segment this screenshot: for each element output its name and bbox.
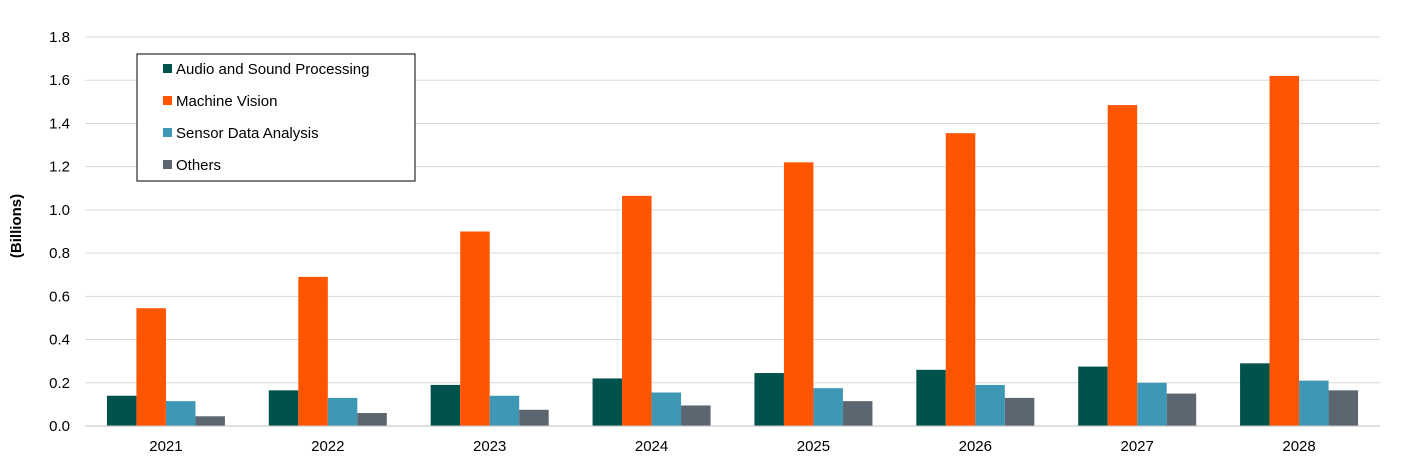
bar (489, 395, 520, 426)
bar (106, 395, 137, 426)
bar (195, 416, 225, 426)
x-tick-label: 2025 (797, 438, 830, 455)
y-tick-label: 0.4 (49, 332, 70, 349)
y-tick-label: 0.0 (49, 418, 70, 435)
legend-label: Sensor Data Analysis (176, 125, 319, 142)
legend-swatch (163, 128, 172, 137)
legend-swatch (163, 160, 172, 169)
bar (165, 401, 196, 426)
y-tick-label: 0.6 (49, 288, 70, 305)
bar (519, 409, 549, 426)
y-tick-label: 1.0 (49, 202, 70, 219)
bar (1004, 397, 1035, 426)
bar (268, 390, 299, 426)
bar (1269, 75, 1300, 427)
bar (813, 388, 843, 426)
bar (622, 195, 652, 426)
bars (106, 75, 1359, 427)
bar (1240, 363, 1270, 426)
bar (975, 384, 1005, 426)
bar (783, 162, 814, 426)
bar (298, 276, 328, 426)
legend-label: Others (176, 157, 221, 174)
bar (327, 397, 358, 426)
legend-swatch (163, 96, 172, 105)
bar (1107, 105, 1138, 426)
bar (1078, 366, 1108, 426)
bar (1328, 390, 1359, 426)
x-tick-label: 2028 (1282, 438, 1315, 455)
x-tick-label: 2021 (149, 438, 182, 455)
bar (945, 133, 976, 427)
legend-box (136, 53, 416, 182)
y-tick-label: 1.2 (49, 159, 70, 176)
y-tick-label: 0.8 (49, 245, 70, 262)
bar (592, 378, 623, 426)
x-tick-label: 2023 (473, 438, 506, 455)
y-tick-label: 1.4 (49, 115, 70, 132)
bar (842, 401, 873, 426)
bar (460, 231, 490, 426)
x-tick-label: 2024 (635, 438, 668, 455)
bar (430, 384, 461, 426)
bar (357, 413, 387, 426)
y-tick-label: 1.6 (49, 72, 70, 89)
y-tick-label: 0.2 (49, 375, 70, 392)
y-axis-label: (Billions) (8, 194, 25, 258)
y-tick-labels: 0.0 0.2 0.4 0.6 0.8 1.0 1.2 1.4 1.6 1.8 (49, 29, 70, 435)
y-tick-label: 1.8 (49, 29, 70, 46)
bar (681, 405, 711, 426)
x-tick-label: 2026 (959, 438, 992, 455)
bar (136, 308, 166, 426)
legend: Audio and Sound Processing Machine Vision… (136, 53, 416, 182)
legend-label: Machine Vision (176, 93, 277, 110)
bar (1166, 393, 1197, 426)
x-tick-label: 2027 (1121, 438, 1154, 455)
bar (1299, 380, 1329, 426)
legend-label: Audio and Sound Processing (176, 61, 369, 78)
x-tick-labels: 2021 2022 2023 2024 2025 2026 2027 2028 (149, 438, 1316, 455)
bar (754, 373, 784, 426)
x-tick-label: 2022 (311, 438, 344, 455)
bar (1137, 382, 1167, 426)
bar (916, 369, 946, 426)
bar (651, 392, 682, 426)
legend-swatch (163, 64, 172, 73)
